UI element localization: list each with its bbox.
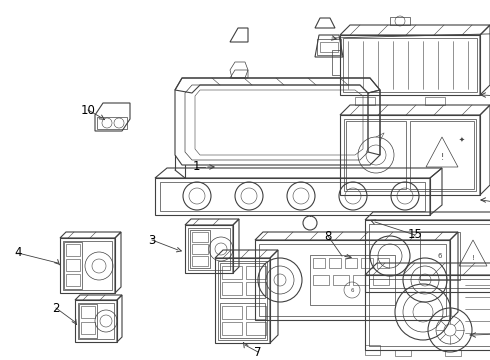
Text: 6: 6 bbox=[350, 288, 354, 292]
Bar bbox=[369, 279, 490, 346]
Bar bbox=[255, 240, 450, 320]
Bar bbox=[365, 275, 490, 350]
Text: 8: 8 bbox=[324, 230, 332, 243]
Bar bbox=[192, 256, 208, 266]
Bar bbox=[369, 224, 490, 288]
Text: 3: 3 bbox=[148, 234, 156, 247]
Bar bbox=[445, 350, 461, 356]
Bar bbox=[66, 259, 80, 271]
Bar bbox=[78, 303, 114, 339]
Bar bbox=[340, 35, 480, 95]
Text: !: ! bbox=[441, 153, 443, 162]
Bar bbox=[340, 115, 480, 195]
Bar bbox=[329, 258, 341, 268]
Bar bbox=[75, 300, 117, 342]
Bar bbox=[410, 121, 474, 189]
Bar bbox=[246, 282, 266, 295]
Text: 1: 1 bbox=[192, 161, 200, 174]
Bar bbox=[365, 345, 380, 355]
Text: ✦: ✦ bbox=[459, 137, 465, 143]
Bar bbox=[420, 232, 460, 280]
Bar bbox=[343, 38, 477, 92]
Bar bbox=[97, 117, 127, 129]
Bar bbox=[222, 266, 242, 279]
Bar bbox=[317, 39, 341, 55]
Text: 7: 7 bbox=[254, 346, 262, 359]
Text: 15: 15 bbox=[408, 229, 422, 242]
Bar bbox=[355, 97, 375, 105]
Text: !: ! bbox=[471, 255, 474, 261]
Bar bbox=[313, 258, 325, 268]
Bar bbox=[63, 241, 112, 290]
Bar bbox=[81, 322, 95, 334]
Bar bbox=[64, 242, 82, 289]
Bar bbox=[160, 182, 425, 211]
Bar bbox=[344, 119, 476, 191]
Bar bbox=[332, 50, 340, 75]
Bar bbox=[365, 220, 490, 292]
Bar bbox=[218, 261, 267, 340]
Bar bbox=[353, 275, 369, 285]
Bar bbox=[185, 225, 233, 273]
Bar bbox=[190, 230, 210, 268]
Bar bbox=[395, 350, 411, 356]
Bar bbox=[246, 322, 266, 335]
Bar bbox=[345, 258, 357, 268]
Bar bbox=[222, 322, 242, 335]
Text: 4: 4 bbox=[14, 247, 22, 260]
Bar bbox=[390, 17, 410, 25]
Bar bbox=[361, 258, 373, 268]
Bar bbox=[333, 275, 349, 285]
Bar bbox=[373, 275, 389, 285]
Bar bbox=[425, 97, 445, 105]
Bar bbox=[192, 244, 208, 254]
Bar bbox=[220, 303, 265, 338]
Bar bbox=[346, 121, 406, 189]
Bar bbox=[79, 304, 97, 338]
Bar bbox=[246, 266, 266, 279]
Bar bbox=[310, 255, 395, 305]
Text: 6: 6 bbox=[438, 253, 442, 259]
Bar bbox=[66, 274, 80, 286]
Bar bbox=[81, 306, 95, 318]
Bar bbox=[60, 238, 115, 293]
Bar bbox=[155, 178, 430, 215]
Bar bbox=[222, 282, 242, 295]
Bar bbox=[215, 258, 270, 343]
Bar bbox=[320, 42, 338, 52]
Bar bbox=[246, 306, 266, 319]
Bar bbox=[192, 232, 208, 242]
Bar bbox=[313, 275, 329, 285]
Bar bbox=[259, 244, 446, 316]
Bar bbox=[220, 263, 265, 298]
Text: 10: 10 bbox=[80, 104, 96, 117]
Bar bbox=[188, 228, 230, 270]
Bar bbox=[377, 258, 389, 268]
Bar bbox=[66, 244, 80, 256]
Bar bbox=[222, 306, 242, 319]
Text: 2: 2 bbox=[52, 302, 60, 315]
